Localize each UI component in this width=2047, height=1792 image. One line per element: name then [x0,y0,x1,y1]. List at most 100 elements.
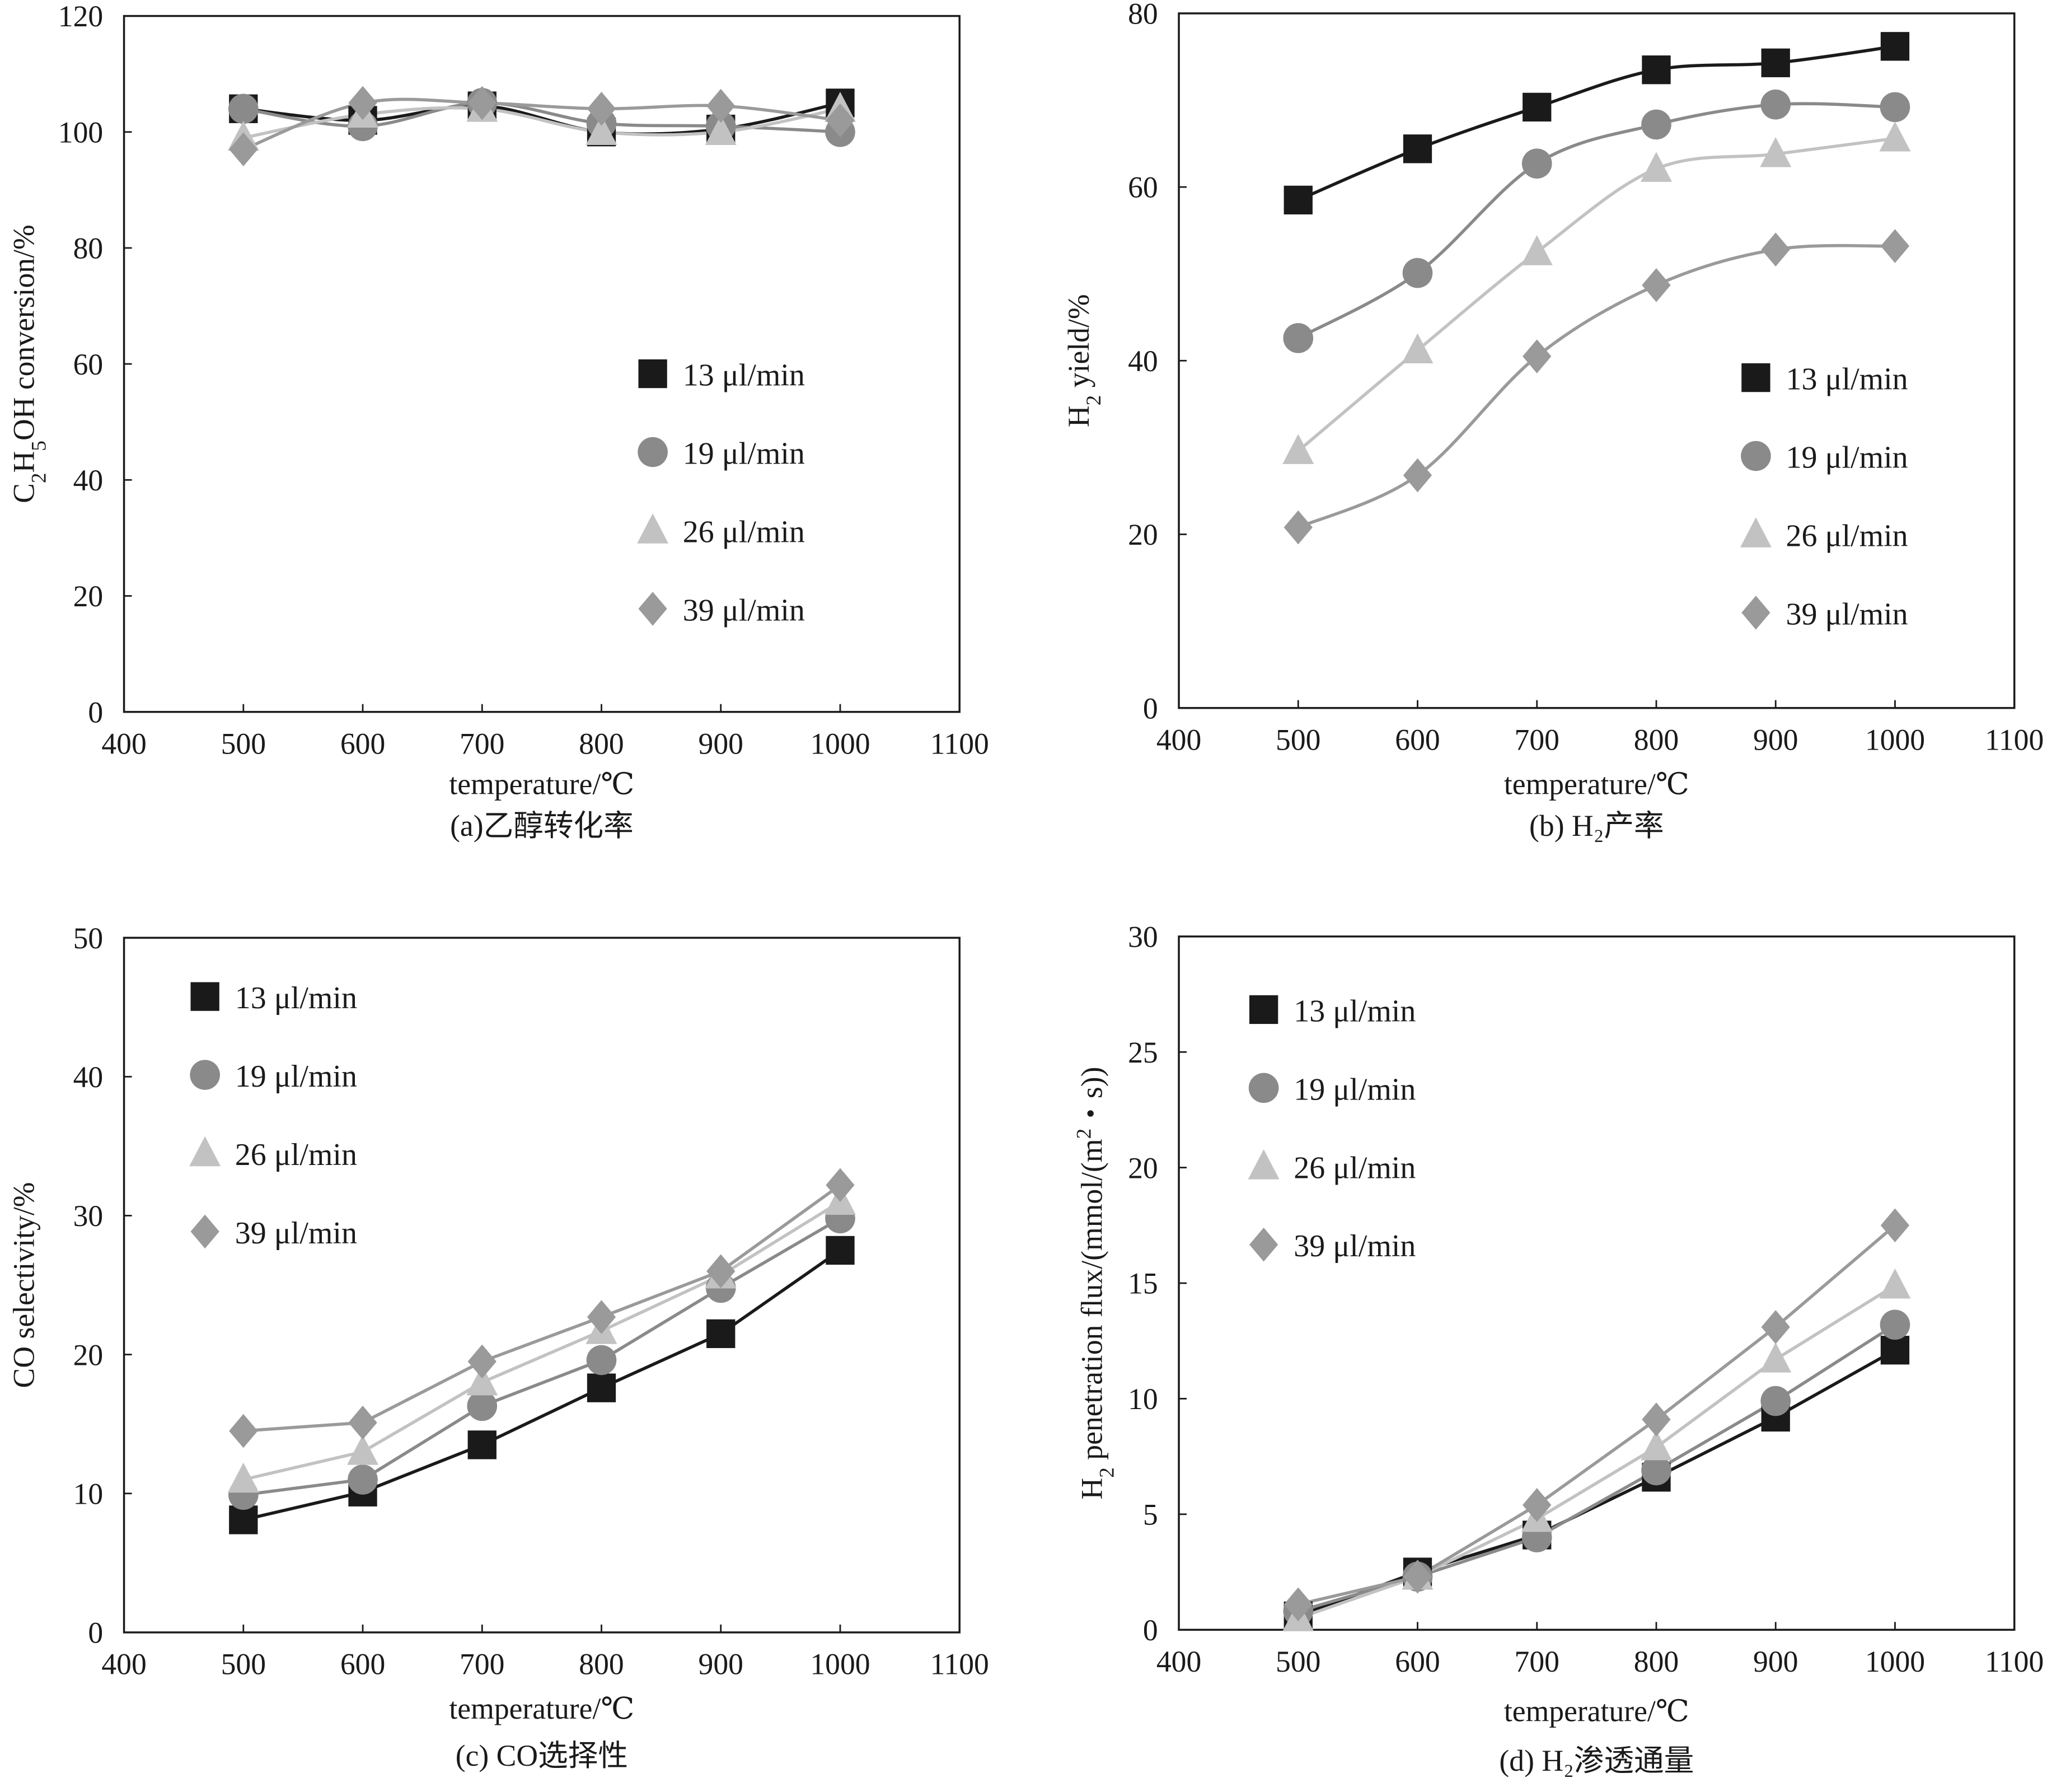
legend-marker-diamond [190,1214,219,1249]
x-tick-label: 1100 [930,1648,989,1681]
y-tick-label: 60 [73,348,104,381]
data-point-circle [228,93,259,124]
legend-marker-triangle [637,513,669,544]
y-axis-label-part: H [1062,405,1095,427]
y-axis-label-part: yield/% [1062,294,1095,395]
x-tick-label: 500 [221,727,266,760]
legend-label: 13 μl/min [1294,994,1416,1028]
legend-marker-square [1249,995,1278,1024]
legend-label: 26 μl/min [1294,1150,1416,1185]
y-tick-label: 15 [1128,1267,1158,1300]
legend-marker-circle [1248,1073,1279,1103]
x-tick-label: 500 [1276,723,1320,756]
data-point-diamond [1880,229,1910,263]
data-point-square [826,1236,855,1265]
data-point-circle [1760,1386,1791,1416]
y-axis-label-part: CO selectivity/% [7,1182,41,1388]
data-point-triangle [1640,152,1672,182]
y-tick-label: 40 [73,1060,104,1094]
data-point-square [1880,32,1910,61]
x-tick-label: 600 [340,727,385,760]
y-axis-label-part: C [7,483,41,503]
y-tick-label: 0 [88,695,103,729]
x-tick-label: 700 [460,727,504,760]
legend-label: 13 μl/min [1786,362,1908,397]
x-tick-label: 900 [699,727,743,760]
data-point-diamond [1523,1487,1552,1522]
chart-caption: (b) H₂产率 [1529,809,1664,843]
data-point-diamond [1880,1208,1910,1243]
data-point-diamond [467,1344,496,1379]
x-tick-label: 500 [1276,1645,1320,1678]
series-line-1 [243,1216,841,1496]
y-axis-label-part: 2 [1095,1467,1118,1478]
legend-marker-triangle [1740,517,1772,548]
y-axis-label-part: 2 [1083,395,1106,406]
data-point-triangle [1640,1430,1672,1461]
y-tick-label: 10 [73,1477,104,1510]
y-tick-label: 5 [1143,1498,1158,1531]
data-point-triangle [1879,121,1911,152]
x-axis-label: temperature/℃ [1504,768,1689,801]
legend-marker-triangle [1248,1149,1280,1180]
x-tick-label: 800 [579,727,624,760]
x-tick-label: 600 [340,1648,385,1681]
data-point-diamond [1403,458,1432,493]
series-line-0 [1297,45,1895,202]
legend-label: 26 μl/min [235,1138,357,1172]
data-point-diamond [826,1168,855,1203]
chart-panel-b: 400 500 600 700 800 900 1000 1100 0 20 40 60 80 tempe… [1062,0,2044,843]
series-line-2 [1297,137,1895,452]
y-axis-label-part: H [7,451,41,473]
x-tick-label: 800 [579,1648,624,1681]
y-tick-label: 40 [1128,344,1158,378]
y-tick-label: 30 [73,1199,104,1233]
x-tick-label: 700 [1515,1645,1559,1678]
data-point-diamond [1284,510,1313,545]
x-tick-label: 400 [1156,1645,1201,1678]
legend-label: 39 μl/min [1786,597,1908,631]
x-tick-label: 800 [1634,723,1679,756]
y-axis-label-part: ・s)) [1075,1067,1109,1129]
data-point-triangle [466,1365,498,1396]
data-point-triangle [1521,235,1553,265]
y-axis-label: H2 penetration flux/(mmol/(m2・s)) [1072,1067,1118,1500]
x-tick-label: 1000 [810,1648,870,1681]
y-axis-label: CO selectivity/% [7,1182,41,1388]
x-tick-label: 900 [1753,1645,1798,1678]
y-tick-label: 60 [1128,171,1158,204]
data-point-circle [1880,92,1910,123]
plot-frame [123,937,961,1634]
x-tick-label: 900 [1753,723,1798,756]
data-point-diamond [1523,339,1552,373]
data-point-square [229,1505,258,1534]
x-tick-label: 400 [101,727,146,760]
chart-caption: (a)乙醇转化率 [450,809,634,843]
legend-label: 26 μl/min [1786,518,1908,553]
legend-label: 26 μl/min [683,514,805,549]
x-tick-label: 1000 [1865,1645,1925,1678]
chart-caption: (d) H₂渗透通量 [1499,1744,1694,1777]
data-point-diamond [348,86,377,120]
x-axis-label: temperature/℃ [449,1692,634,1725]
legend-marker-square [190,982,219,1011]
y-axis-label: H2 yield/% [1062,294,1106,427]
data-point-circle [1641,109,1671,140]
legend-marker-triangle [189,1136,221,1167]
series-line-2 [1297,1284,1896,1620]
x-tick-label: 700 [1515,723,1559,756]
data-point-diamond [706,1254,736,1289]
data-point-diamond [587,91,616,126]
data-point-square [467,1430,496,1459]
data-point-triangle [1879,1268,1911,1299]
x-tick-label: 600 [1395,723,1440,756]
y-axis-label-part: H [1075,1478,1109,1500]
x-tick-label: 1100 [1985,1645,2044,1678]
legend-label: 19 μl/min [1294,1072,1416,1107]
data-point-diamond [1761,232,1790,267]
x-tick-label: 400 [101,1648,146,1681]
data-point-square [587,1373,616,1402]
y-axis-label-part: 5 [27,441,50,451]
data-point-diamond [467,86,496,120]
y-tick-label: 50 [73,921,104,955]
